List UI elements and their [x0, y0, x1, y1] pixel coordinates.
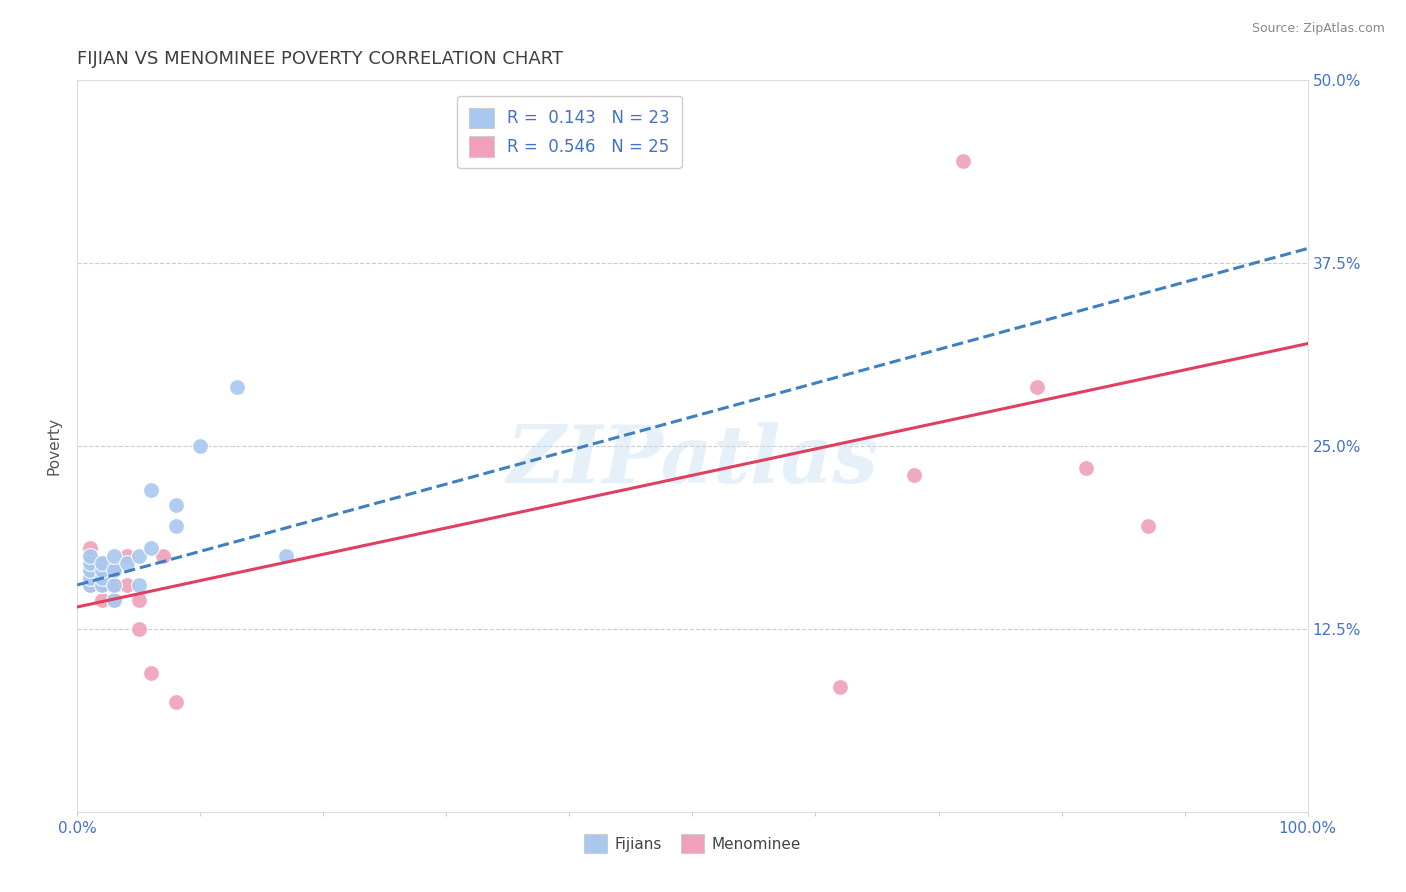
Text: FIJIAN VS MENOMINEE POVERTY CORRELATION CHART: FIJIAN VS MENOMINEE POVERTY CORRELATION …: [77, 50, 564, 68]
Point: [128, 578, 150, 592]
Point: [226, 380, 249, 394]
Legend: Fijians, Menominee: Fijians, Menominee: [578, 828, 807, 859]
Point: [90, 556, 114, 570]
Point: [128, 549, 150, 563]
Point: [152, 549, 174, 563]
Point: [830, 681, 852, 695]
Point: [90, 578, 114, 592]
Text: Source: ZipAtlas.com: Source: ZipAtlas.com: [1251, 22, 1385, 36]
Point: [115, 578, 138, 592]
Point: [141, 665, 163, 680]
Point: [79, 549, 101, 563]
Point: [276, 549, 298, 563]
Point: [165, 519, 187, 533]
Point: [103, 563, 125, 577]
Point: [1076, 461, 1098, 475]
Point: [79, 541, 101, 556]
Point: [79, 571, 101, 585]
Point: [79, 549, 101, 563]
Point: [79, 578, 101, 592]
Point: [103, 563, 125, 577]
Point: [103, 549, 125, 563]
Point: [1136, 519, 1159, 533]
Point: [165, 695, 187, 709]
Point: [79, 556, 101, 570]
Point: [90, 563, 114, 577]
Point: [141, 483, 163, 497]
Point: [952, 153, 974, 168]
Point: [103, 578, 125, 592]
Point: [90, 578, 114, 592]
Point: [128, 622, 150, 636]
Point: [103, 592, 125, 607]
Point: [165, 498, 187, 512]
Point: [90, 563, 114, 577]
Point: [90, 571, 114, 585]
Point: [103, 578, 125, 592]
Y-axis label: Poverty: Poverty: [46, 417, 62, 475]
Point: [115, 556, 138, 570]
Point: [188, 439, 212, 453]
Point: [115, 549, 138, 563]
Point: [128, 592, 150, 607]
Point: [90, 592, 114, 607]
Point: [79, 571, 101, 585]
Point: [903, 468, 925, 483]
Point: [1026, 380, 1049, 394]
Point: [79, 563, 101, 577]
Point: [103, 592, 125, 607]
Point: [79, 563, 101, 577]
Point: [79, 578, 101, 592]
Point: [141, 541, 163, 556]
Point: [90, 556, 114, 570]
Text: ZIPatlas: ZIPatlas: [506, 422, 879, 500]
